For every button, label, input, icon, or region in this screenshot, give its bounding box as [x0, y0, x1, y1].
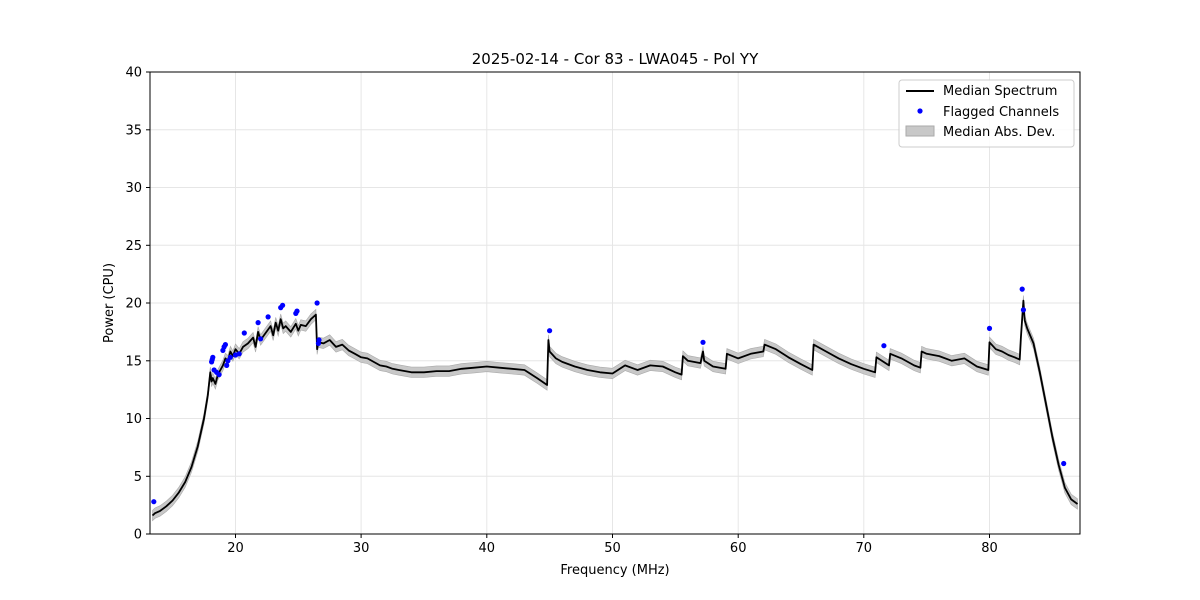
- flagged-point: [280, 302, 286, 308]
- y-tick-label: 20: [125, 297, 142, 312]
- flagged-point: [151, 499, 157, 505]
- y-tick-label: 35: [125, 123, 142, 138]
- flagged-point: [314, 300, 320, 306]
- flagged-point: [1019, 286, 1025, 292]
- flagged-point: [294, 308, 300, 314]
- legend-flagged-label: Flagged Channels: [943, 105, 1059, 120]
- flagged-point: [316, 337, 322, 343]
- legend-mad-label: Median Abs. Dev.: [943, 125, 1055, 140]
- legend-flagged-swatch: [917, 108, 923, 114]
- x-tick-label: 50: [604, 541, 621, 556]
- grid-lines: [150, 71, 1080, 535]
- y-axis-label: Power (CPU): [102, 263, 117, 343]
- flagged-point: [224, 362, 230, 368]
- flagged-point: [236, 351, 242, 357]
- flagged-point: [222, 342, 228, 348]
- y-tick-label: 30: [125, 181, 142, 196]
- y-tick-label: 5: [134, 470, 142, 485]
- flagged-point: [210, 354, 216, 360]
- y-tick-label: 40: [125, 66, 142, 81]
- flagged-point: [700, 339, 706, 345]
- chart-title: 2025-02-14 - Cor 83 - LWA045 - Pol YY: [472, 50, 759, 68]
- legend: Median Spectrum Flagged Channels Median …: [898, 79, 1075, 148]
- y-tick-label: 0: [134, 528, 142, 543]
- x-tick-label: 40: [479, 541, 496, 556]
- x-tick-label: 60: [730, 541, 747, 556]
- median-abs-dev-band: [152, 295, 1078, 522]
- legend-mad-swatch: [905, 125, 935, 137]
- y-axis-ticks: 0 5 10 15 20 25 30 35 40: [125, 66, 150, 543]
- flagged-point: [216, 372, 222, 378]
- x-tick-label: 80: [981, 541, 998, 556]
- flagged-point: [881, 343, 887, 349]
- y-tick-label: 10: [125, 412, 142, 427]
- y-tick-label: 15: [125, 354, 142, 369]
- flagged-point: [255, 320, 261, 326]
- x-tick-label: 70: [856, 541, 873, 556]
- median-line: [151, 299, 1079, 517]
- x-axis-ticks: 20 30 40 50 60 70 80: [227, 534, 998, 556]
- flagged-point: [1020, 307, 1026, 313]
- flagged-point: [241, 330, 247, 336]
- flagged-point: [265, 314, 271, 320]
- flagged-point: [547, 328, 553, 334]
- x-tick-label: 30: [353, 541, 370, 556]
- legend-box: [898, 79, 1075, 148]
- legend-median-label: Median Spectrum: [943, 84, 1057, 99]
- flagged-point: [227, 354, 233, 360]
- x-tick-label: 20: [227, 541, 244, 556]
- flagged-point: [258, 336, 264, 342]
- y-tick-label: 25: [125, 239, 142, 254]
- median-spectrum-line: [151, 299, 1079, 517]
- mad-band: [152, 295, 1078, 522]
- flagged-point: [986, 325, 993, 331]
- x-axis-label: Frequency (MHz): [560, 563, 669, 578]
- flagged-point: [1061, 460, 1067, 467]
- flagged-channels: [151, 286, 1067, 505]
